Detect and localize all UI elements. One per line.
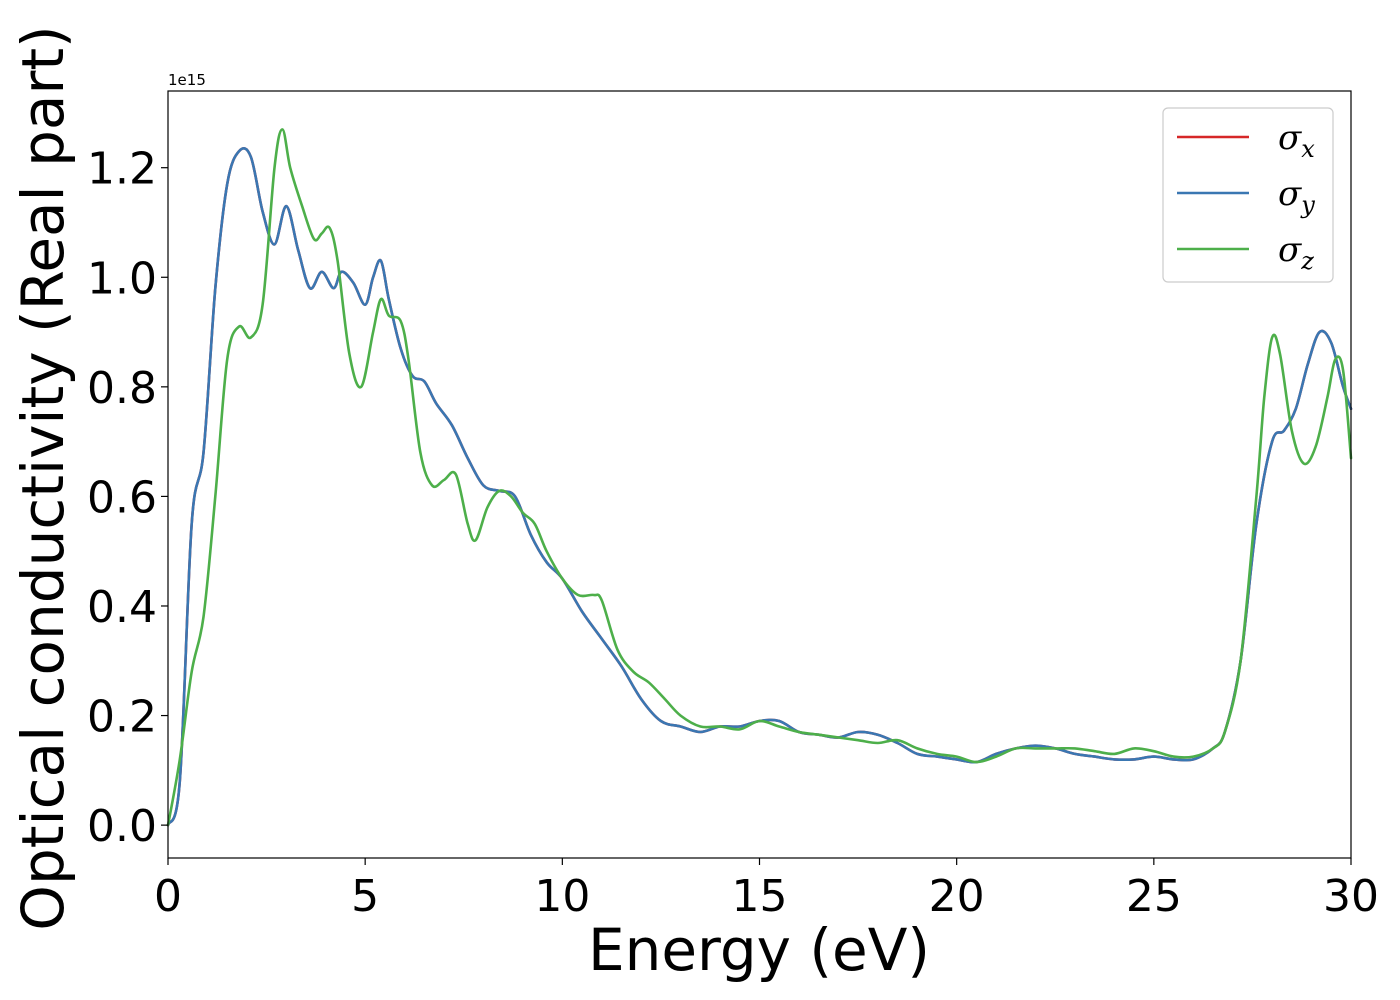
y-tick-label: 1.0 xyxy=(87,253,157,304)
x-tick-label: 20 xyxy=(929,871,985,922)
series-line-y xyxy=(166,147,1353,827)
y-tick-label: 0.4 xyxy=(87,582,157,633)
x-tick-label: 15 xyxy=(732,871,788,922)
y-axis-ticks: 0.0 0.2 0.4 0.6 0.8 1.0 1.2 xyxy=(87,144,168,852)
plot-background xyxy=(168,91,1351,858)
legend-box xyxy=(1162,107,1334,283)
y-tick-label: 1.2 xyxy=(87,144,157,195)
y-tick-label: 0.8 xyxy=(87,363,157,414)
series-layer xyxy=(166,128,1353,827)
x-axis-label: Energy (eV) xyxy=(588,916,930,984)
x-tick-label: 0 xyxy=(154,871,182,922)
y-offset-text: 1e15 xyxy=(168,71,206,89)
series-line-z xyxy=(166,128,1353,827)
x-tick-label: 25 xyxy=(1126,871,1182,922)
y-axis-label: Optical conductivity (Real part) xyxy=(9,25,77,930)
x-tick-label: 30 xyxy=(1323,871,1379,922)
x-tick-label: 5 xyxy=(351,871,379,922)
y-tick-label: 0.0 xyxy=(87,801,157,852)
y-tick-label: 0.2 xyxy=(87,692,157,743)
x-tick-label: 10 xyxy=(534,871,590,922)
x-axis-ticks: 0 5 10 15 20 25 30 xyxy=(154,858,1379,922)
y-tick-label: 0.6 xyxy=(87,472,157,523)
